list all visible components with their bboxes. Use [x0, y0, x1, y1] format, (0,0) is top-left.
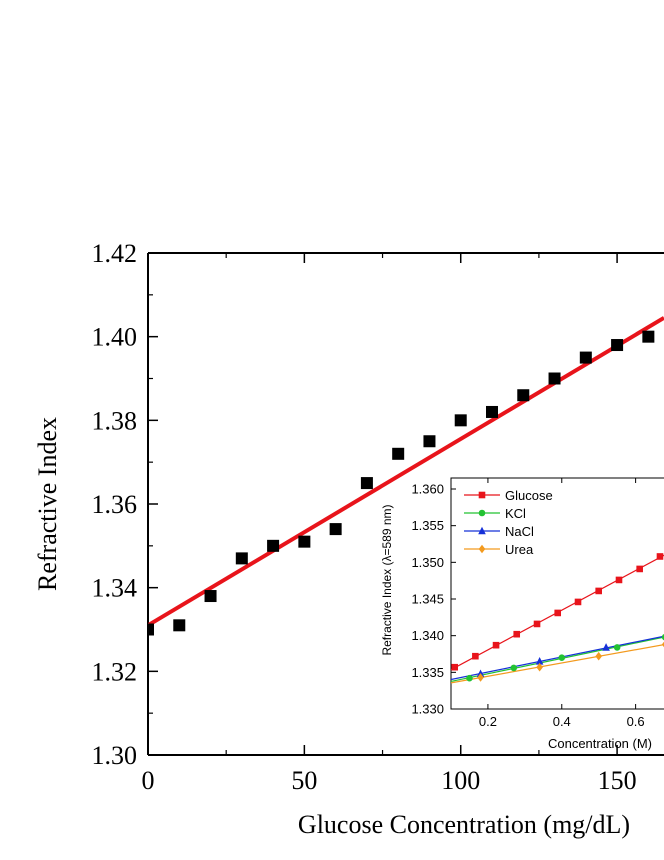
main-y-tick-label: 1.38: [92, 406, 138, 435]
inset-line-nacl: [451, 635, 664, 681]
inset-point-urea: [595, 651, 602, 661]
inset-y-tick-label: 1.340: [411, 628, 444, 643]
main-plot: 0 50 100 150 1.30 1.32 1.34 1.36 1.38 1.40 1.42 Gl…: [33, 239, 664, 839]
inset-point-kcl: [558, 654, 566, 661]
inset-point-glucose: [472, 652, 479, 660]
inset-point-nacl: [602, 643, 610, 651]
main-x-axis-label: Glucose Concentration (mg/dL): [298, 810, 630, 839]
legend-label-glucose: Glucose: [505, 488, 553, 503]
legend-label-nacl: NaCl: [505, 524, 534, 539]
inset-point-kcl: [613, 644, 621, 651]
inset-point-kcl: [466, 674, 473, 682]
main-data-point: [148, 623, 154, 636]
main-data-point: [548, 372, 561, 385]
main-ticks: 0 50 100 150 1.30 1.32 1.34 1.36 1.38 1.40 1.42: [92, 239, 637, 795]
main-data-point: [267, 539, 280, 552]
main-y-tick-label: 1.42: [92, 239, 138, 268]
inset-point-glucose: [574, 598, 582, 606]
main-y-tick-label: 1.32: [92, 657, 138, 686]
inset-point-urea: [661, 641, 664, 648]
legend-label-urea: Urea: [505, 542, 534, 557]
inset-point-urea: [536, 662, 543, 672]
inset-ticks: 0.2 0.4 0.6 1.330 1.335 1.340 1.345 1.350 1.355 1…: [411, 478, 645, 729]
inset-lines: [451, 554, 664, 684]
inset-x-tick-label: 0.4: [553, 714, 571, 729]
inset-y-tick-label: 1.355: [411, 518, 444, 533]
inset-y-tick-label: 1.360: [411, 482, 444, 497]
inset-point-glucose: [492, 641, 500, 649]
inset-point-nacl: [535, 657, 544, 665]
main-x-tick-label: 100: [441, 766, 480, 795]
inset-plot: 0.2 0.4 0.6 1.330 1.335 1.340 1.345 1.350 1.355 1…: [380, 477, 664, 751]
legend-marker-glucose: [478, 491, 486, 499]
inset-y-tick-label: 1.350: [411, 555, 444, 570]
main-data-point: [329, 523, 342, 536]
inset-point-glucose: [636, 565, 643, 573]
main-data-point: [454, 414, 467, 427]
inset-point-glucose: [533, 620, 541, 628]
main-data-point: [173, 619, 186, 632]
inset-point-glucose: [656, 553, 664, 560]
inset-data-points: [451, 553, 664, 682]
main-y-tick-label: 1.36: [92, 490, 138, 519]
main-x-tick-label: 150: [598, 766, 637, 795]
main-data-point: [298, 535, 311, 548]
main-data-point: [642, 330, 655, 343]
legend-marker-kcl: [478, 509, 486, 517]
main-data-points: [148, 330, 655, 636]
inset-y-tick-label: 1.345: [411, 592, 444, 607]
inset-x-axis-label: Concentration (M): [548, 736, 652, 751]
inset-x-tick-label: 0.6: [627, 714, 645, 729]
main-fit-line: [148, 316, 664, 628]
legend-marker-urea: [478, 544, 486, 554]
inset-line-urea: [451, 644, 664, 684]
inset-line-kcl: [451, 636, 664, 683]
inset-point-glucose: [615, 576, 623, 584]
inset-line-glucose: [451, 554, 664, 671]
inset-point-urea: [477, 673, 484, 682]
main-data-point: [235, 552, 248, 565]
legend-marker-nacl: [478, 526, 486, 535]
inset-legend: Glucose KCl NaCl Urea: [464, 488, 553, 557]
main-y-tick-label: 1.30: [92, 741, 138, 770]
inset-point-glucose: [595, 587, 602, 595]
legend-label-kcl: KCl: [505, 506, 526, 521]
main-data-point: [579, 351, 592, 364]
inset-y-tick-label: 1.335: [411, 665, 444, 680]
inset-point-kcl: [510, 664, 518, 672]
main-data-point: [360, 477, 373, 490]
inset-y-axis-label: Refractive Index (λ=589 nm): [380, 504, 394, 655]
main-x-tick-label: 50: [291, 766, 317, 795]
inset-y-tick-label: 1.330: [411, 702, 444, 717]
main-data-point: [486, 405, 498, 418]
main-fit-line-group: [148, 316, 664, 628]
main-y-axis-label: Refractive Index: [33, 417, 62, 591]
inset-point-kcl: [661, 634, 664, 641]
main-data-point: [204, 590, 217, 603]
main-y-tick-label: 1.40: [92, 323, 138, 352]
inset-point-glucose: [554, 609, 562, 617]
inset-point-glucose: [513, 630, 521, 638]
inset-point-glucose: [451, 663, 458, 671]
inset-x-tick-label: 0.2: [479, 714, 497, 729]
inset-background: [450, 477, 664, 710]
main-data-point: [423, 435, 436, 448]
main-data-point: [611, 339, 624, 352]
main-data-point: [392, 447, 405, 460]
main-x-tick-label: 0: [142, 766, 155, 795]
main-y-tick-label: 1.34: [92, 574, 138, 603]
main-data-point: [517, 389, 530, 402]
